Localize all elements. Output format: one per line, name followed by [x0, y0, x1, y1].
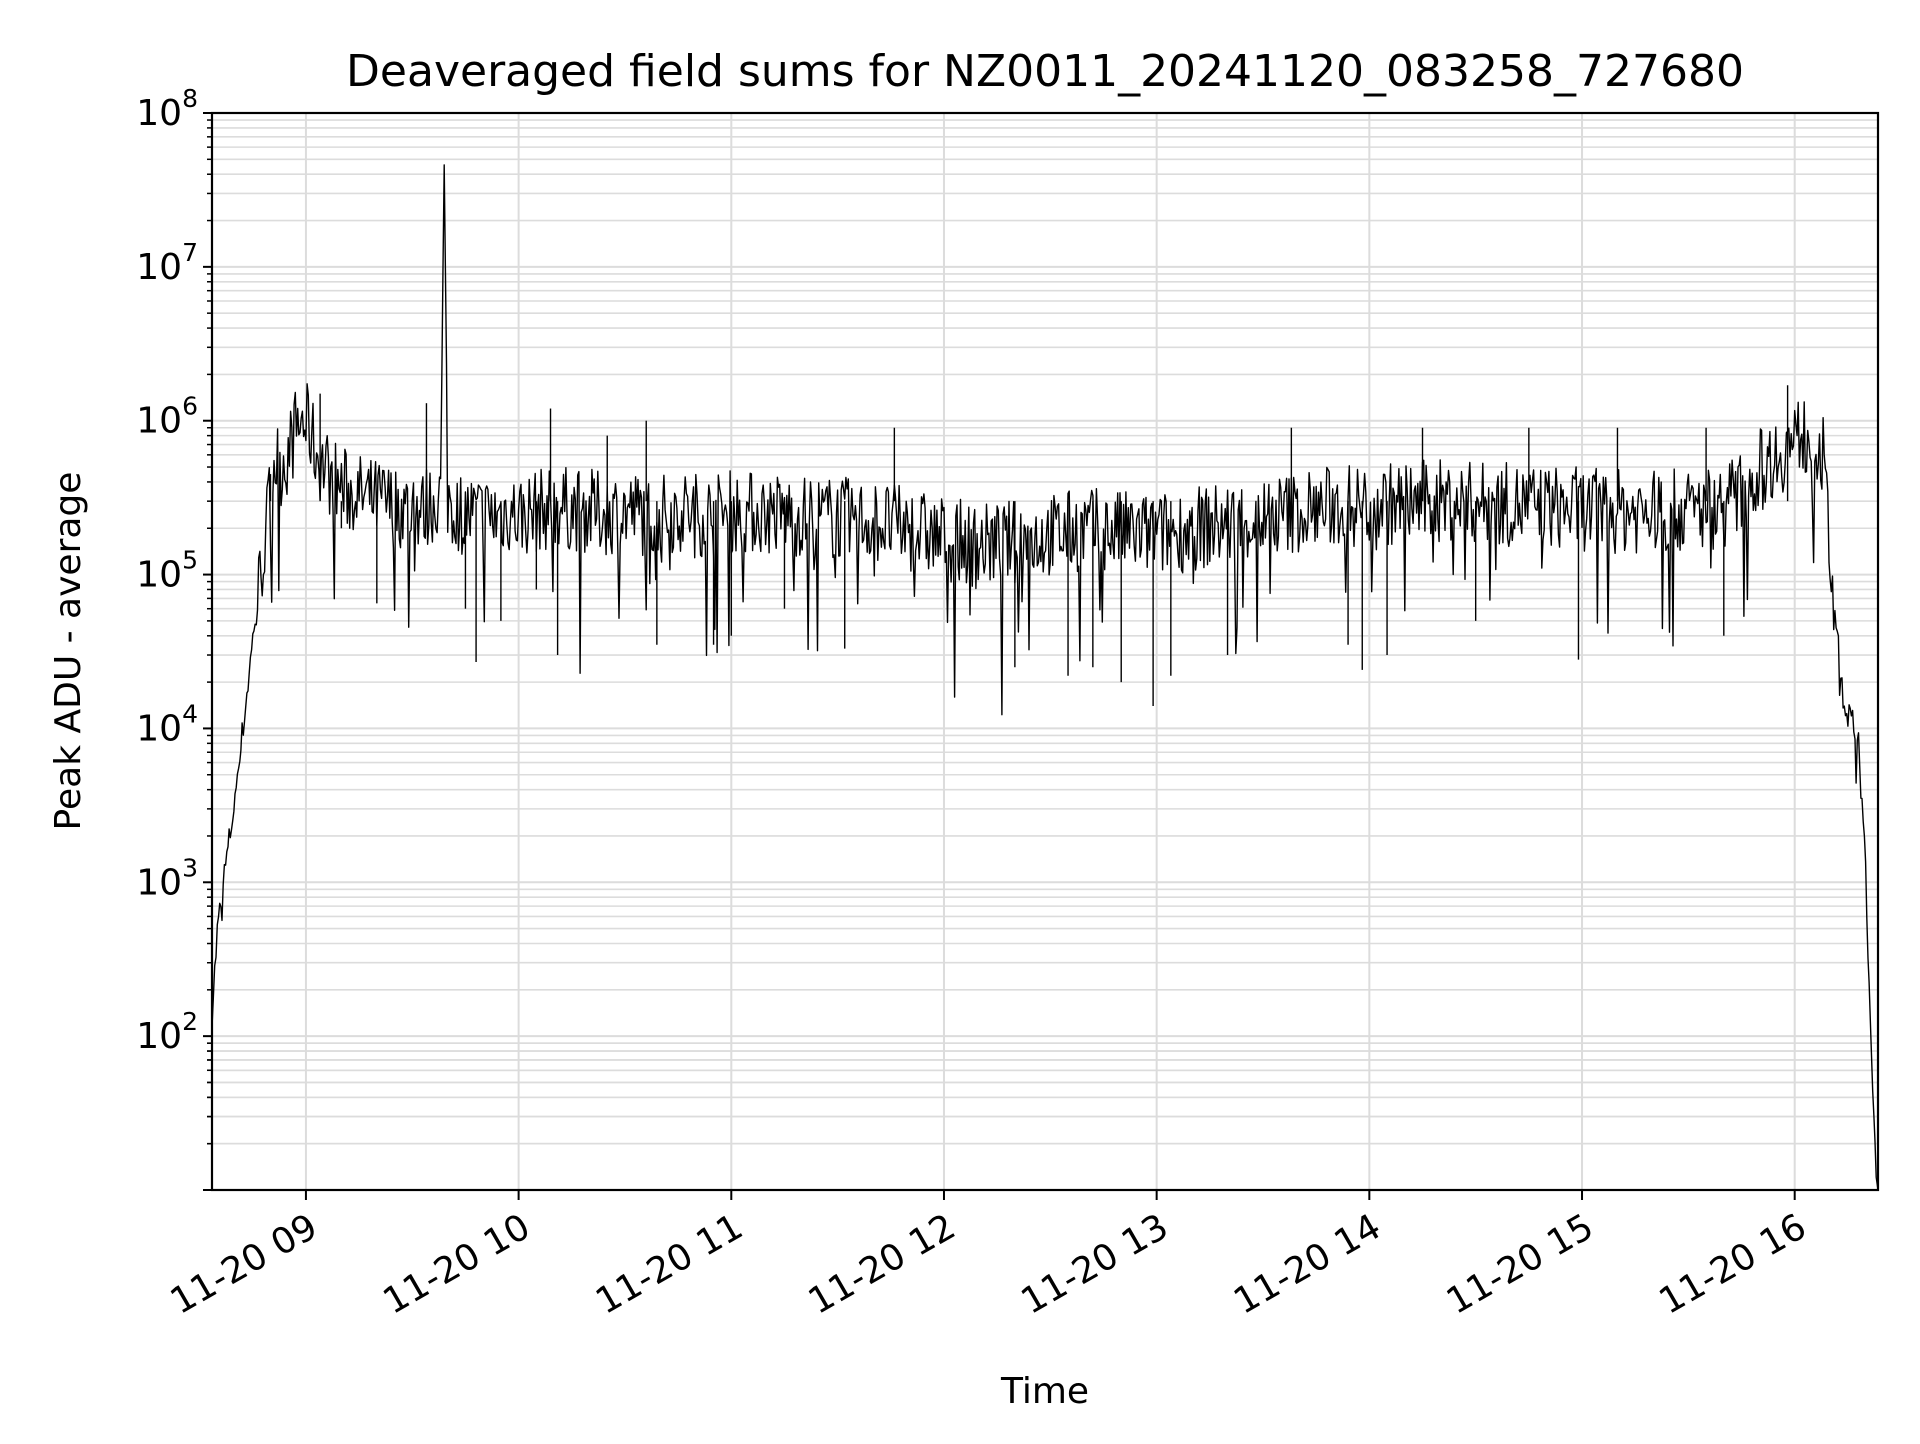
grid-lines — [212, 112, 1878, 1191]
plot-frame — [210, 111, 1880, 1192]
y-tick-exponent: 8 — [182, 84, 198, 113]
y-tick-label: 102 — [136, 1007, 198, 1057]
y-tick-label: 106 — [136, 392, 198, 442]
y-tick-exponent: 2 — [182, 1007, 198, 1036]
y-tick-base: 10 — [136, 862, 182, 903]
y-tick-base: 10 — [136, 555, 182, 596]
y-tick-label: 107 — [136, 238, 198, 288]
y-tick-exponent: 4 — [182, 699, 198, 728]
y-tick-base: 10 — [136, 1016, 182, 1057]
y-tick-base: 10 — [136, 247, 182, 288]
y-tick-exponent: 6 — [182, 392, 198, 421]
y-tick-label: 108 — [136, 84, 198, 134]
y-tick-label: 104 — [136, 699, 198, 749]
y-tick-exponent: 3 — [182, 853, 198, 882]
chart-title: Deaveraged field sums for NZ0011_2024112… — [346, 46, 1744, 97]
y-tick-exponent: 5 — [182, 546, 198, 575]
plot-area — [211, 164, 1879, 1191]
y-tick-base: 10 — [136, 708, 182, 749]
y-tick-label: 103 — [136, 853, 198, 903]
y-tick-exponent: 7 — [182, 238, 198, 267]
y-tick-base: 10 — [136, 93, 182, 134]
x-axis-label: Time — [1000, 1371, 1089, 1412]
y-tick-label: 105 — [136, 546, 198, 596]
series-line — [211, 164, 1879, 1191]
y-tick-base: 10 — [136, 401, 182, 442]
y-axis-label: Peak ADU - average — [48, 472, 89, 831]
